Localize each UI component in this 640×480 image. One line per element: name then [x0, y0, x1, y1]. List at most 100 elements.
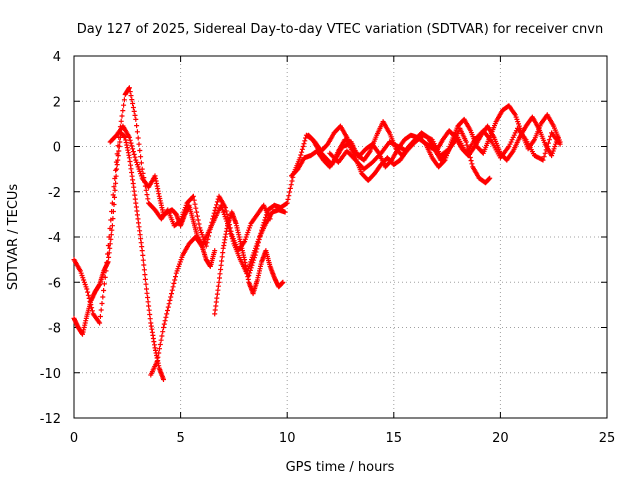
data-point: [260, 222, 266, 228]
data-point: [115, 153, 121, 159]
data-point: [247, 267, 253, 273]
data-point: [106, 250, 112, 256]
data-point: [195, 217, 201, 223]
data-point: [114, 166, 120, 172]
data-point: [301, 141, 307, 147]
data-point: [173, 274, 178, 280]
data-point: [143, 187, 149, 193]
data-point: [146, 307, 152, 313]
data-point: [168, 294, 174, 300]
data-point: [77, 268, 83, 274]
data-point: [214, 202, 220, 208]
data-point: [159, 333, 165, 339]
y-tick-label: -8: [48, 322, 61, 337]
data-point: [515, 119, 521, 125]
data-point: [213, 205, 219, 211]
data-point: [139, 248, 145, 254]
data-point: [444, 153, 450, 159]
data-point: [132, 112, 138, 118]
data-point: [229, 236, 235, 242]
data-point: [85, 292, 91, 298]
data-point: [121, 102, 127, 108]
data-point: [116, 148, 122, 154]
data-point: [129, 97, 135, 103]
data-point: [251, 257, 257, 263]
data-point: [508, 139, 514, 145]
data-point: [247, 270, 253, 276]
data-point: [255, 240, 261, 246]
data-point: [219, 205, 225, 211]
data-point: [192, 201, 198, 207]
data-point: [173, 270, 179, 276]
y-tick-label: 2: [53, 95, 61, 110]
data-point: [140, 257, 146, 263]
data-point: [138, 173, 144, 179]
data-point: [217, 275, 222, 281]
data-point: [468, 158, 474, 164]
data-point: [300, 144, 306, 149]
data-point: [262, 217, 268, 223]
data-point: [100, 294, 106, 300]
data-point: [487, 175, 493, 181]
data-point: [142, 276, 148, 282]
data-point: [134, 123, 140, 129]
data-point: [259, 227, 265, 233]
data-point: [83, 318, 89, 324]
data-point: [133, 116, 139, 122]
y-tick-label: -4: [48, 231, 61, 246]
data-point: [108, 232, 114, 238]
data-point: [175, 266, 181, 272]
data-point: [218, 267, 224, 272]
data-point: [190, 193, 196, 199]
data-point: [127, 89, 133, 95]
data-point: [144, 192, 150, 198]
data-point: [256, 237, 262, 242]
data-point: [117, 139, 123, 145]
data-point: [546, 137, 552, 143]
data-point: [469, 161, 475, 167]
data-point: [172, 277, 178, 283]
data-point: [255, 243, 261, 249]
data-point: [140, 252, 146, 258]
data-point: [101, 288, 107, 293]
data-point: [136, 141, 142, 147]
data-point: [212, 248, 218, 254]
chart-title: Day 127 of 2025, Sidereal Day-to-day VTE…: [77, 22, 603, 37]
data-point: [259, 225, 265, 231]
data-point: [297, 155, 303, 161]
data-point: [165, 304, 171, 310]
data-point: [105, 259, 111, 265]
y-tick-label: -12: [40, 412, 61, 427]
data-point: [121, 97, 127, 103]
data-point: [250, 260, 256, 266]
data-point: [191, 197, 197, 203]
data-point: [287, 185, 293, 191]
data-point: [106, 254, 112, 260]
data-point: [169, 287, 175, 293]
data-point: [257, 233, 263, 239]
data-point: [286, 193, 292, 199]
data-point: [543, 147, 549, 153]
data-point: [138, 171, 144, 177]
data-point: [114, 162, 120, 168]
data-point: [113, 173, 119, 179]
data-point: [156, 350, 162, 356]
data-point: [120, 108, 126, 114]
data-point: [299, 146, 305, 152]
data-point: [143, 281, 149, 287]
data-point: [169, 291, 174, 297]
data-point: [219, 258, 225, 264]
series-track-5: [212, 209, 286, 317]
data-point: [512, 112, 518, 118]
data-point: [141, 262, 147, 268]
data-point: [263, 215, 269, 220]
data-point: [441, 158, 447, 164]
data-point: [145, 299, 151, 305]
data-point: [130, 146, 136, 152]
data-point: [116, 144, 122, 149]
data-point: [157, 342, 163, 347]
data-point: [107, 241, 113, 247]
data-point: [132, 154, 138, 160]
data-point: [557, 141, 563, 147]
data-point: [108, 236, 114, 242]
